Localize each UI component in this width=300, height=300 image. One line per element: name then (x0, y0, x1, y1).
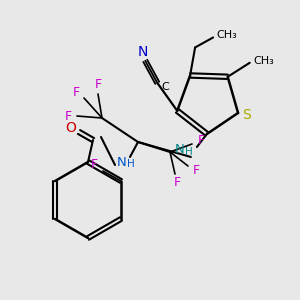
Text: F: F (90, 158, 98, 172)
Text: H: H (127, 159, 135, 169)
Text: F: F (192, 164, 200, 178)
Text: O: O (66, 121, 76, 135)
Text: N: N (117, 155, 127, 169)
Text: F: F (64, 110, 72, 122)
Text: F: F (173, 176, 181, 190)
Text: F: F (197, 134, 205, 148)
Text: N: N (138, 45, 148, 59)
Text: F: F (94, 77, 102, 91)
Text: N: N (175, 143, 185, 157)
Text: H: H (185, 147, 193, 157)
Text: F: F (72, 85, 80, 98)
Text: S: S (242, 108, 250, 122)
Text: CH₃: CH₃ (253, 56, 274, 66)
Text: CH₃: CH₃ (217, 31, 238, 40)
Text: C: C (161, 82, 169, 92)
